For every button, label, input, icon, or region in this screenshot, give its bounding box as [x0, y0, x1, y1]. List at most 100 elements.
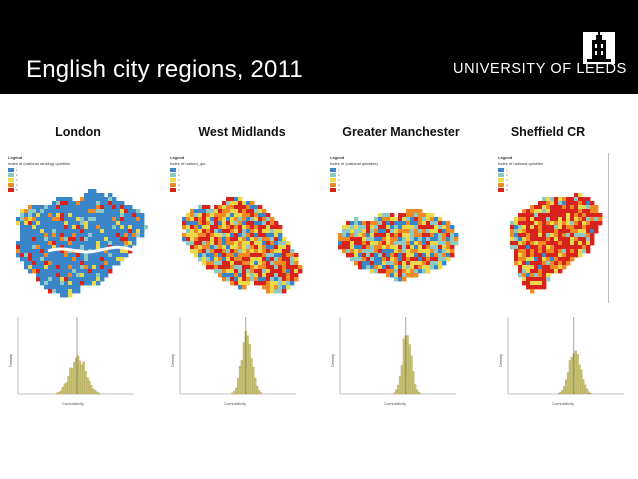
- map-area-cell: [430, 265, 435, 270]
- map-area-cell: [570, 237, 575, 242]
- map-area-cell: [44, 229, 49, 234]
- map-area-cell: [370, 261, 375, 266]
- map-area-cell: [104, 253, 109, 258]
- map-area-cell: [72, 213, 77, 218]
- map-area-cell: [546, 241, 551, 246]
- histogram-bar: [254, 377, 257, 395]
- map-area-cell: [526, 273, 531, 278]
- map-area-cell: [534, 229, 539, 234]
- map-area-cell: [218, 241, 223, 246]
- map-area-cell: [562, 205, 567, 210]
- map-area-cell: [96, 253, 101, 258]
- map-area-cell: [88, 277, 93, 282]
- map-area-cell: [76, 217, 81, 222]
- histogram-bar: [259, 392, 263, 395]
- map-area-cell: [40, 209, 45, 214]
- map-area-cell: [414, 273, 419, 278]
- map-area-cell: [92, 241, 97, 246]
- map-area-cell: [222, 265, 227, 270]
- map-area-cell: [20, 257, 25, 262]
- map-area-cell: [104, 273, 109, 278]
- map-area-cell: [56, 277, 61, 282]
- map-area-cell: [230, 281, 235, 286]
- map-area-cell: [270, 237, 275, 242]
- map-area-cell: [230, 225, 235, 230]
- map-area-cell: [398, 241, 403, 246]
- map-area-cell: [72, 229, 77, 234]
- map-area-cell: [294, 265, 299, 270]
- map-area-cell: [214, 213, 219, 218]
- map-area-cell: [398, 217, 403, 222]
- map-area-cell: [542, 245, 547, 250]
- map-area-cell: [76, 257, 81, 262]
- map-area-cell: [574, 241, 579, 246]
- map-area-cell: [132, 233, 137, 238]
- map-area-cell: [198, 237, 203, 242]
- map-area-cell: [68, 245, 73, 250]
- map-area-cell: [390, 229, 395, 234]
- map-area-cell: [218, 217, 223, 222]
- map-area-cell: [104, 257, 109, 262]
- map-area-cell: [116, 233, 121, 238]
- map-area-cell: [518, 253, 523, 258]
- map-area-cell: [374, 261, 379, 266]
- map-area-cell: [136, 217, 141, 222]
- map-area-cell: [410, 269, 415, 274]
- map-area-cell: [88, 189, 93, 194]
- map-area-cell: [402, 245, 407, 250]
- map-area-cell: [120, 241, 125, 246]
- map-area-cell: [40, 221, 45, 226]
- map-area-cell: [554, 229, 559, 234]
- map-area-cell: [566, 205, 571, 210]
- map-area-cell: [586, 237, 591, 242]
- map-area-cell: [44, 217, 49, 222]
- map-area-cell: [36, 233, 41, 238]
- map-area-cell: [16, 253, 21, 258]
- map-area-cell: [120, 205, 125, 210]
- histogram-bar: [86, 377, 89, 395]
- map-area-cell: [96, 277, 101, 282]
- map-area-cell: [390, 225, 395, 230]
- map-area-cell: [538, 273, 543, 278]
- map-area-cell: [112, 233, 117, 238]
- map-area-cell: [72, 281, 77, 286]
- map-area-cell: [20, 213, 25, 218]
- map-area-cell: [68, 265, 73, 270]
- map-area-cell: [390, 265, 395, 270]
- map-area-cell: [438, 221, 443, 226]
- map-area-cell: [510, 221, 515, 226]
- map-area-cell: [434, 249, 439, 254]
- map-area-cell: [518, 249, 523, 254]
- map-area-cell: [16, 217, 21, 222]
- map-area-cell: [104, 249, 109, 254]
- map-area-cell: [430, 225, 435, 230]
- map-area-cell: [398, 261, 403, 266]
- map-area-cell: [96, 265, 101, 270]
- map-area-cell: [100, 237, 105, 242]
- map-area-cell: [52, 217, 57, 222]
- map-area-cell: [426, 221, 431, 226]
- map-area-cell: [558, 249, 563, 254]
- map-area-cell: [64, 225, 69, 230]
- map-area-cell: [100, 253, 105, 258]
- map-area-cell: [56, 289, 61, 294]
- map-area-cell: [230, 213, 235, 218]
- map-area-cell: [250, 229, 255, 234]
- map-area-cell: [538, 229, 543, 234]
- map-area-cell: [378, 253, 383, 258]
- map-area-cell: [406, 269, 411, 274]
- map-area-cell: [374, 257, 379, 262]
- map-area-cell: [434, 261, 439, 266]
- map-area-cell: [234, 273, 239, 278]
- map-area-cell: [350, 245, 355, 250]
- map-area-cell: [514, 237, 519, 242]
- map-area-cell: [68, 277, 73, 282]
- map-area-cell: [210, 257, 215, 262]
- map-area-cell: [186, 221, 191, 226]
- map-area-cell: [206, 233, 211, 238]
- map-area-cell: [246, 261, 251, 266]
- map-area-cell: [112, 217, 117, 222]
- map-area-cell: [354, 261, 359, 266]
- map-area-cell: [426, 269, 431, 274]
- map-area-cell: [542, 213, 547, 218]
